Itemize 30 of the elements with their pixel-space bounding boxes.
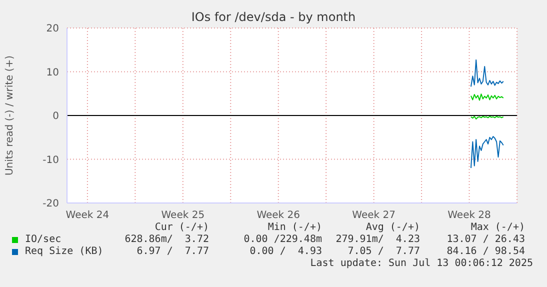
y-tick-label: 10 (46, 67, 59, 78)
text: 84.16 / 98.54 (446, 246, 525, 257)
legend-label: Req Size (KB) (24, 246, 104, 257)
text: 7.05 / 7.77 (348, 246, 420, 257)
text: 0.00 / 4.93 (250, 246, 322, 257)
text: 628.86m/ 3.72 (124, 234, 209, 245)
text: Avg (-/+) (366, 222, 420, 233)
y-tick-label: 20 (46, 24, 59, 35)
x-tick-label: Week 24 (66, 210, 110, 222)
y-tick-label: -10 (42, 154, 59, 166)
x-tick-label: Week 26 (256, 210, 300, 222)
line-series (470, 59, 504, 88)
text: 279.91m/ 4.23 (336, 234, 420, 245)
text: Min (-/+) (268, 222, 322, 233)
y-axis-title: Units read (-) / write (+) (4, 55, 16, 176)
chart-title: IOs for /dev/sda - by month (190, 10, 357, 24)
line-series (470, 136, 504, 168)
y-tick-label: 0 (52, 111, 59, 122)
text: 0.00 /229.48m (244, 234, 322, 245)
x-tick-label: Week 25 (161, 210, 205, 222)
x-tick-label: Week 28 (448, 210, 491, 222)
text: Last update: Sun Jul 13 00:06:12 2025 (310, 258, 533, 269)
y-tick-label: -20 (42, 198, 59, 210)
line-series (470, 94, 504, 101)
legend-label: IO/sec (24, 234, 62, 245)
x-tick-label: Week 27 (352, 210, 396, 222)
text: 6.97 / 7.77 (136, 246, 209, 257)
text: 13.07 / 26.43 (446, 234, 525, 245)
text: Max (-/+) (470, 222, 525, 233)
text: Cur (-/+) (154, 222, 209, 233)
